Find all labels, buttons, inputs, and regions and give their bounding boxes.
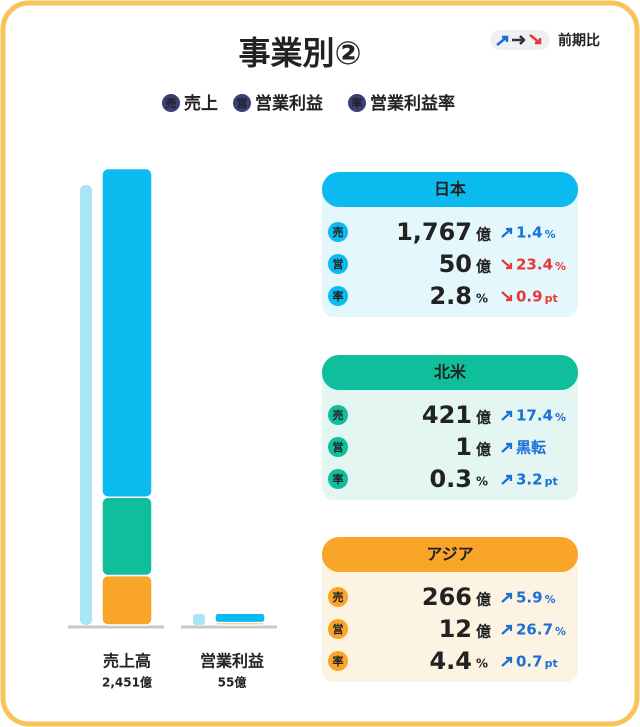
change-arrow (501, 592, 513, 603)
row-change-unit: pt (545, 292, 558, 305)
row-value: 50 (439, 250, 472, 278)
row-value: 1 (455, 433, 472, 461)
row-value: 1,767 (396, 218, 472, 246)
row-icon (328, 437, 348, 457)
row-change: 5.9 (516, 589, 543, 607)
legend-icon-text: 売 (166, 96, 177, 110)
card-header (322, 355, 578, 390)
row-change: 23.4 (516, 256, 553, 274)
row-value: 12 (439, 615, 472, 643)
change-arrow (501, 291, 513, 302)
row-change-unit: % (545, 228, 556, 241)
previous-bar (80, 185, 92, 625)
row-change: 0.9 (516, 288, 543, 306)
row-icon-text: 営 (333, 257, 344, 271)
bar-segment (101, 167, 153, 498)
bar-segment (101, 574, 153, 626)
row-change-unit: % (545, 593, 556, 606)
legend-label: 営業利益 (255, 93, 323, 114)
change-arrow (501, 656, 513, 667)
row-change-unit: pt (545, 657, 558, 670)
row-icon-text: 率 (333, 472, 344, 486)
row-unit: % (476, 292, 488, 306)
row-value: 266 (422, 583, 472, 611)
legend-note: 前期比 (558, 32, 600, 49)
row-unit: % (476, 475, 488, 489)
row-value: 0.3 (429, 465, 472, 493)
row-change-unit: % (555, 411, 566, 424)
legend-icon (348, 94, 366, 112)
region-name: アジア (426, 545, 473, 564)
row-change-unit: % (555, 260, 566, 273)
total-value: 2,451億 (102, 675, 152, 690)
total-value: 55億 (218, 675, 247, 690)
bar-segment (214, 612, 266, 624)
row-icon (328, 405, 348, 425)
row-unit: 億 (476, 258, 491, 276)
legend-icon-text: 率 (352, 96, 363, 110)
total-label: 営業利益 (200, 652, 264, 671)
row-unit: 億 (476, 226, 491, 244)
legend-label: 営業利益率 (370, 93, 455, 114)
previous-bar (193, 614, 205, 625)
title: 事業別② (238, 34, 361, 72)
legend-icon (162, 94, 180, 112)
row-unit: 億 (476, 441, 491, 459)
legend-label: 売上 (184, 93, 218, 114)
row-icon-text: 売 (333, 225, 344, 239)
row-value: 2.8 (429, 282, 472, 310)
row-unit: 億 (476, 591, 491, 609)
row-icon (328, 587, 348, 607)
row-unit: 億 (476, 623, 491, 641)
row-change: 黒転 (516, 439, 546, 457)
row-change: 26.7 (516, 621, 553, 639)
card (322, 365, 578, 500)
row-icon (328, 222, 348, 242)
row-unit: % (476, 657, 488, 671)
row-value: 4.4 (429, 647, 472, 675)
legend-icon (233, 94, 251, 112)
row-icon (328, 619, 348, 639)
row-icon-text: 率 (333, 654, 344, 668)
row-icon (328, 286, 348, 306)
row-change-unit: % (555, 625, 566, 638)
legend-icon-text: 営 (237, 96, 248, 110)
row-value: 421 (422, 401, 472, 429)
arrow-up (496, 35, 509, 46)
row-change: 0.7 (516, 653, 543, 671)
arrow-flat (512, 35, 526, 45)
row-icon-text: 率 (333, 289, 344, 303)
card (322, 547, 578, 682)
arrow-down (529, 34, 542, 45)
row-change: 1.4 (516, 224, 543, 242)
region-name: 北米 (434, 363, 467, 382)
row-unit: 億 (476, 409, 491, 427)
change-arrow (501, 227, 513, 238)
row-icon (328, 651, 348, 671)
bar-segment (101, 496, 153, 577)
change-arrow (501, 624, 513, 635)
card-header (322, 172, 578, 207)
row-icon-text: 売 (333, 590, 344, 604)
change-arrow (501, 410, 513, 421)
row-icon-text: 売 (333, 408, 344, 422)
row-icon-text: 営 (333, 622, 344, 636)
change-arrow (501, 259, 513, 270)
row-change: 17.4 (516, 407, 553, 425)
change-arrow (501, 474, 513, 485)
total-label: 売上高 (103, 652, 151, 671)
card (322, 182, 578, 317)
row-icon (328, 469, 348, 489)
row-icon (328, 254, 348, 274)
change-arrow (501, 442, 513, 453)
row-icon-text: 営 (333, 440, 344, 454)
row-change: 3.2 (516, 471, 543, 489)
region-name: 日本 (434, 180, 466, 199)
row-change-unit: pt (545, 475, 558, 488)
card-header (322, 537, 578, 572)
